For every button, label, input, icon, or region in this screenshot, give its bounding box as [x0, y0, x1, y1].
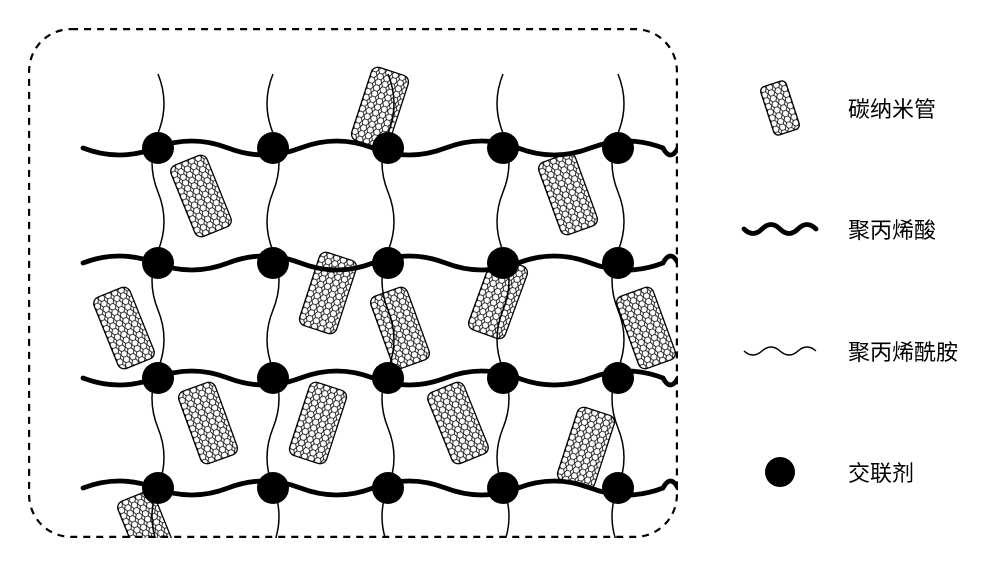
carbon-nanotube	[426, 380, 491, 466]
crosslinker-dot	[142, 472, 174, 504]
crosslinker-dot	[602, 362, 634, 394]
carbon-nanotube	[369, 285, 432, 370]
legend-label: 碳纳米管	[848, 92, 936, 124]
crosslinker-dot	[487, 132, 519, 164]
crosslinker-dot	[142, 362, 174, 394]
crosslinker-dot	[257, 472, 289, 504]
carbon-nanotube	[288, 380, 349, 465]
legend: 碳纳米管聚丙烯酸聚丙烯酰胺交联剂	[740, 80, 958, 500]
carbon-nanotube-icon	[740, 80, 820, 136]
legend-row: 交联剂	[740, 444, 958, 500]
crosslinker-dot	[602, 472, 634, 504]
carbon-nanotube	[177, 380, 240, 465]
figure-stage: 碳纳米管聚丙烯酸聚丙烯酰胺交联剂	[0, 0, 1000, 570]
carbon-nanotube	[537, 151, 600, 236]
carbon-nanotube	[92, 285, 157, 371]
crosslinker-dot	[487, 472, 519, 504]
crosslinker-dot	[372, 132, 404, 164]
crosslinker-icon	[740, 444, 820, 500]
legend-row: 聚丙烯酸	[740, 201, 958, 257]
crosslinker-dot	[372, 362, 404, 394]
crosslinker-dot	[372, 472, 404, 504]
legend-label: 交联剂	[848, 456, 914, 488]
legend-row: 碳纳米管	[740, 80, 958, 136]
crosslinker-dot	[602, 132, 634, 164]
crosslinker-dot	[372, 247, 404, 279]
legend-label: 聚丙烯酸	[848, 213, 936, 245]
crosslinker-dot	[142, 132, 174, 164]
legend-row: 聚丙烯酰胺	[740, 323, 958, 379]
legend-label: 聚丙烯酰胺	[848, 335, 958, 367]
crosslinker-dot	[602, 247, 634, 279]
crosslinker-dot	[257, 247, 289, 279]
crosslinker-dot	[257, 132, 289, 164]
polyacrylic-acid-icon	[740, 201, 820, 257]
diagram-panel	[28, 28, 678, 538]
polyacrylamide-icon	[740, 323, 820, 379]
carbon-nanotube	[169, 153, 234, 239]
crosslinker-dot	[487, 362, 519, 394]
crosslinker-dot	[142, 247, 174, 279]
crosslinker-dot	[487, 247, 519, 279]
crosslinker-dot	[257, 362, 289, 394]
carbon-nanotube	[615, 285, 678, 370]
